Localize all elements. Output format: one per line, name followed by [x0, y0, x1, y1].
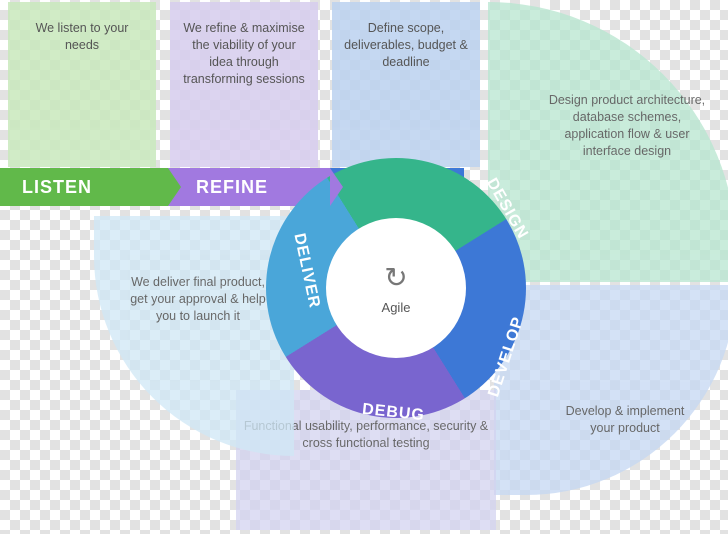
process-infographic: We listen to your needs We refine & maxi…	[0, 0, 728, 534]
refine-label: REFINE	[196, 168, 268, 206]
define-description: Define scope, deliverables, budget & dea…	[344, 20, 468, 71]
refine-description-box: We refine & maximise the viability of yo…	[170, 2, 318, 167]
deliver-wedge: We deliver final product, get your appro…	[94, 216, 294, 456]
design-description: Design product architecture, database sc…	[548, 92, 706, 160]
develop-wedge: Develop & implement your product	[494, 285, 728, 495]
develop-description: Develop & implement your product	[554, 403, 696, 437]
deliver-description: We deliver final product, get your appro…	[122, 274, 274, 325]
listen-description: We listen to your needs	[20, 20, 144, 54]
listen-arrow: LISTEN	[0, 168, 168, 206]
listen-label: LISTEN	[22, 168, 92, 206]
design-wedge: Design product architecture, database sc…	[488, 2, 728, 282]
refine-description: We refine & maximise the viability of yo…	[182, 20, 306, 88]
loop-arrow-icon: ↻	[384, 261, 407, 294]
listen-description-box: We listen to your needs	[8, 2, 156, 167]
center-label: Agile	[382, 300, 411, 315]
ring-center: ↻ Agile	[326, 218, 466, 358]
define-description-box: Define scope, deliverables, budget & dea…	[332, 2, 480, 167]
